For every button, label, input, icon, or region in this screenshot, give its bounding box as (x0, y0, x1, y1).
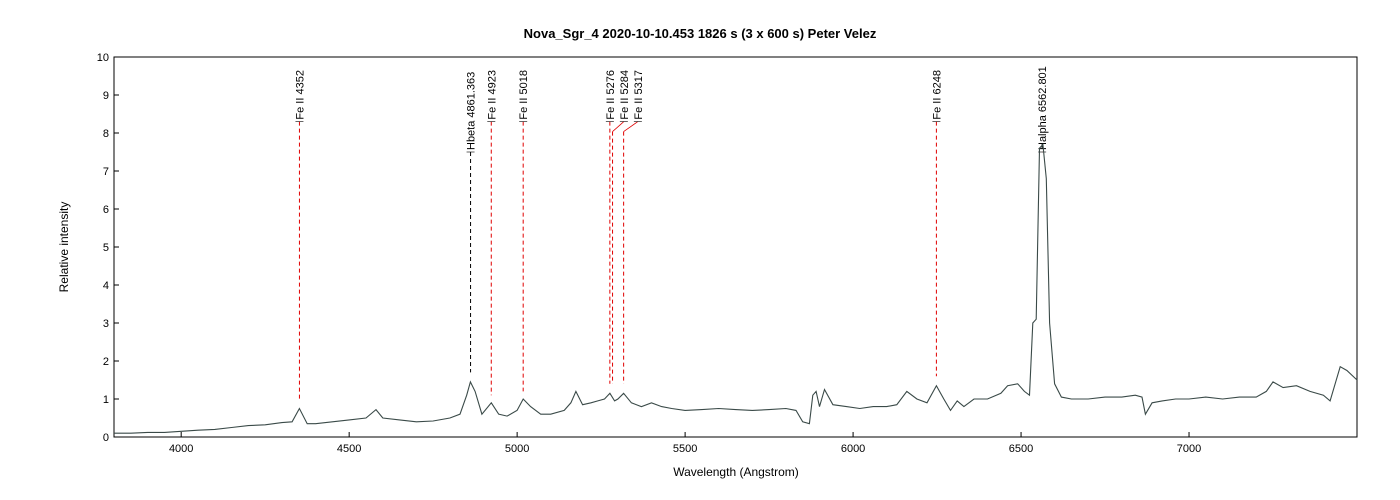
x-tick-label: 5000 (505, 443, 529, 455)
y-tick-label: 8 (103, 128, 109, 140)
line-id-label: Hbeta 4861.363 (466, 72, 478, 150)
x-tick-label: 7000 (1177, 443, 1201, 455)
line-label-leader (623, 121, 639, 132)
y-axis-label: Relative intensity (57, 202, 71, 293)
y-tick-label: 0 (103, 432, 109, 444)
line-id-label: Halpha 6562.801 (1037, 66, 1049, 150)
line-id-label: Fe II 5284 (619, 70, 631, 120)
y-tick-label: 4 (103, 280, 109, 292)
spectrum-line (114, 143, 1358, 434)
line-id-label: Fe II 5276 (605, 70, 617, 120)
y-tick-label: 6 (103, 204, 109, 216)
line-id-label: Fe II 5018 (518, 70, 530, 120)
line-id-label: Fe II 6248 (931, 70, 943, 120)
chart-title: Nova_Sgr_4 2020-10-10.453 1826 s (3 x 60… (524, 26, 877, 41)
line-id-label: Fe II 4352 (294, 70, 306, 120)
x-tick-label: 4000 (169, 443, 193, 455)
y-tick-label: 7 (103, 166, 109, 178)
x-tick-label: 6500 (1009, 443, 1033, 455)
line-label-leader (612, 121, 625, 132)
x-tick-label: 4500 (337, 443, 361, 455)
line-id-label: Fe II 4923 (486, 70, 498, 120)
line-id-label: Fe II 5317 (633, 70, 645, 120)
y-tick-label: 9 (103, 90, 109, 102)
y-tick-label: 5 (103, 242, 109, 254)
y-tick-label: 10 (97, 52, 109, 64)
x-tick-label: 5500 (673, 443, 697, 455)
y-tick-label: 2 (103, 356, 109, 368)
y-tick-label: 3 (103, 318, 109, 330)
y-tick-label: 1 (103, 394, 109, 406)
x-tick-label: 6000 (841, 443, 865, 455)
x-axis-label: Wavelength (Angstrom) (673, 465, 799, 479)
